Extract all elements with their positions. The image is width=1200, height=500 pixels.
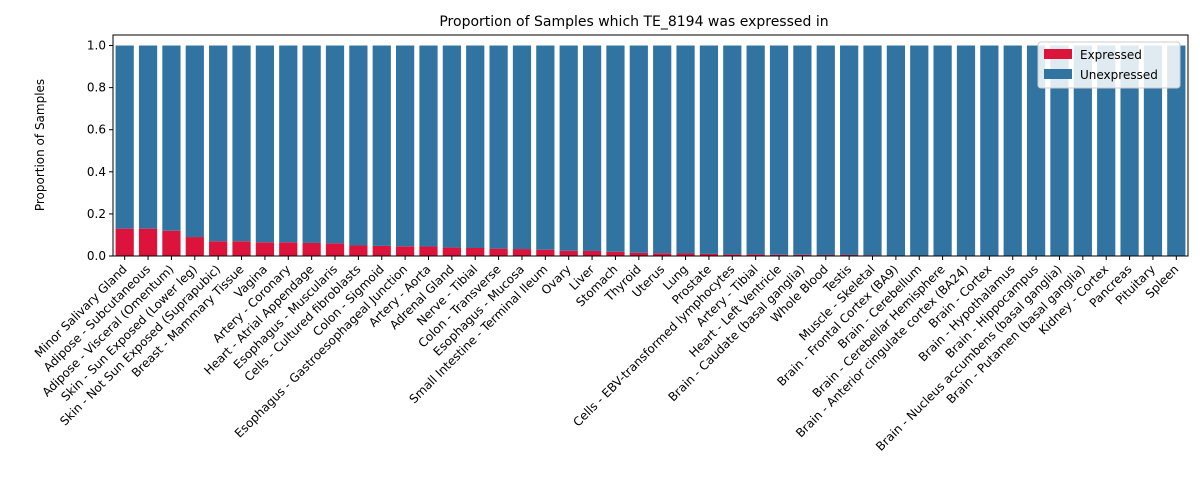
bar-unexpressed: [793, 45, 812, 255]
bar-expressed: [255, 242, 275, 256]
bar-expressed: [653, 253, 672, 256]
bar-unexpressed: [653, 45, 672, 254]
bar-unexpressed: [1097, 45, 1116, 257]
bar-unexpressed: [419, 45, 438, 247]
bar-expressed: [606, 251, 625, 256]
bar-unexpressed: [980, 45, 999, 257]
legend-swatch: [1044, 69, 1072, 79]
bar-expressed: [512, 249, 532, 256]
bar-unexpressed: [1073, 45, 1092, 257]
bar-expressed: [489, 248, 508, 256]
bar-unexpressed: [863, 45, 882, 256]
bar-unexpressed: [279, 45, 298, 243]
bars: [115, 45, 1186, 257]
legend: Expressed Unexpressed: [1037, 41, 1181, 89]
bar-expressed: [840, 254, 859, 256]
bar-unexpressed: [512, 45, 532, 250]
bar-unexpressed: [559, 45, 578, 251]
bar-unexpressed: [1120, 45, 1139, 257]
bar-unexpressed: [699, 45, 719, 254]
bar-expressed: [536, 249, 555, 256]
bar-unexpressed: [886, 45, 905, 257]
bar-unexpressed: [115, 45, 134, 229]
bar-expressed: [442, 247, 461, 256]
bar-unexpressed: [255, 45, 275, 243]
bar-unexpressed: [956, 45, 976, 257]
y-axis: 0.0 0.2 0.4 0.6 0.8 1.0: [87, 39, 113, 263]
bar-unexpressed: [185, 45, 204, 238]
y-tick-label: 0.8: [87, 81, 106, 95]
legend-label: Expressed: [1080, 48, 1142, 62]
bar-unexpressed: [840, 45, 859, 255]
bar-expressed: [419, 246, 438, 256]
bar-unexpressed: [606, 45, 625, 252]
bar-expressed: [232, 241, 251, 256]
bar-expressed: [372, 245, 391, 256]
legend-swatch: [1044, 49, 1072, 59]
bar-expressed: [723, 254, 742, 256]
bar-unexpressed: [1003, 45, 1022, 257]
bar-unexpressed: [489, 45, 508, 249]
y-tick-label: 1.0: [87, 39, 106, 53]
y-tick-label: 0.6: [87, 123, 106, 137]
bar-expressed: [629, 252, 648, 256]
bar-unexpressed: [723, 45, 742, 255]
chart-title: Proportion of Samples which TE_8194 was …: [439, 14, 828, 30]
bar-unexpressed: [676, 45, 695, 254]
bar-unexpressed: [396, 45, 415, 247]
bar-expressed: [816, 254, 835, 256]
bar-expressed: [793, 254, 812, 256]
legend-box: [1037, 41, 1181, 89]
bar-expressed: [185, 237, 204, 256]
legend-label: Unexpressed: [1080, 68, 1158, 82]
bar-unexpressed: [816, 45, 835, 255]
bar-unexpressed: [349, 45, 368, 246]
bar-unexpressed: [162, 45, 181, 231]
bar-unexpressed: [442, 45, 461, 248]
bar-expressed: [466, 248, 485, 256]
bar-expressed: [115, 228, 134, 256]
bar-expressed: [349, 245, 368, 256]
y-axis-label: Proportion of Samples: [33, 79, 47, 211]
bar-unexpressed: [910, 45, 929, 257]
bar-unexpressed: [629, 45, 648, 253]
bar-unexpressed: [209, 45, 228, 242]
bar-expressed: [209, 241, 228, 256]
bar-unexpressed: [1167, 45, 1186, 257]
bar-unexpressed: [746, 45, 765, 255]
bar-expressed: [138, 228, 158, 256]
bar-unexpressed: [302, 45, 321, 243]
bar-unexpressed: [232, 45, 251, 242]
plot-frame: [112, 34, 1189, 257]
bar-unexpressed: [769, 45, 789, 255]
bar-unexpressed: [536, 45, 555, 250]
bar-expressed: [582, 250, 602, 256]
bar-unexpressed: [1050, 45, 1069, 257]
bar-expressed: [746, 254, 765, 256]
bar-unexpressed: [582, 45, 602, 251]
bar-expressed: [699, 253, 719, 256]
bar-expressed: [302, 242, 321, 256]
bar-expressed: [559, 250, 578, 256]
bar-expressed: [162, 230, 181, 256]
y-tick-label: 0.0: [87, 249, 106, 263]
bar-expressed: [279, 242, 298, 256]
bar-unexpressed: [1143, 45, 1163, 257]
y-tick-label: 0.4: [87, 165, 106, 179]
x-tick-label: Skin - Not Sun Exposed (Suprapubic): [57, 262, 223, 428]
bar-unexpressed: [138, 45, 158, 229]
bar-unexpressed: [1026, 45, 1046, 257]
bar-expressed: [396, 246, 415, 256]
bar-unexpressed: [325, 45, 345, 244]
bar-expressed: [769, 254, 789, 256]
bar-unexpressed: [933, 45, 952, 257]
bar-expressed: [325, 243, 345, 256]
y-tick-label: 0.2: [87, 207, 106, 221]
bar-expressed: [676, 253, 695, 256]
bar-unexpressed: [466, 45, 485, 249]
bar-unexpressed: [372, 45, 391, 246]
